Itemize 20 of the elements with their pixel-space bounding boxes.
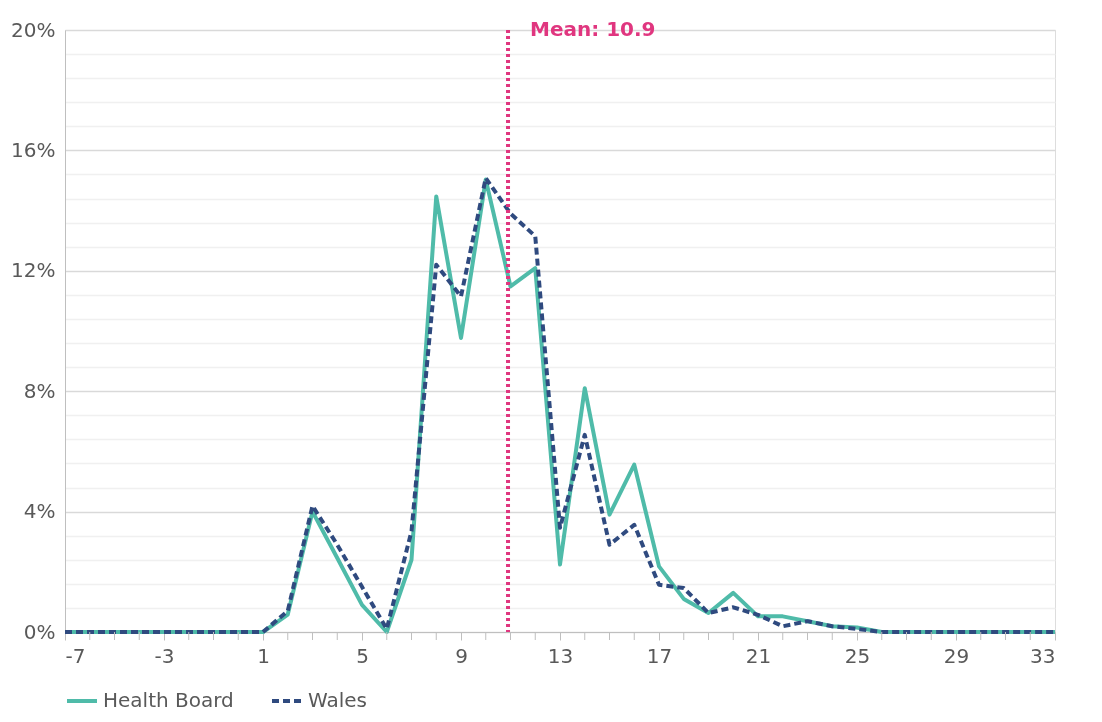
legend-label: Health Board [103, 688, 234, 712]
x-tick-label: 25 [844, 643, 871, 668]
y-tick-label: 12% [11, 258, 56, 283]
x-tick-label: 33 [1030, 643, 1056, 668]
x-tick-label: 13 [547, 643, 574, 668]
x-tick-label: 9 [455, 643, 468, 668]
y-tick-label: 20% [11, 17, 56, 42]
ref-line-label: Mean: 10.9 [530, 17, 656, 41]
y-tick-label: 16% [11, 137, 56, 162]
y-tick-label: 8% [23, 378, 56, 403]
x-tick-label: -7 [65, 643, 86, 668]
x-tick-label: 29 [943, 643, 970, 668]
y-tick-label: 0% [23, 619, 56, 644]
x-tick-label: 21 [745, 643, 772, 668]
legend-label: Wales [308, 688, 368, 712]
x-tick-label: 1 [257, 643, 270, 668]
y-tick-label: 4% [23, 499, 56, 524]
x-tick-label: 17 [646, 643, 673, 668]
x-tick-label: 5 [356, 643, 369, 668]
x-tick-label: -3 [154, 643, 175, 668]
